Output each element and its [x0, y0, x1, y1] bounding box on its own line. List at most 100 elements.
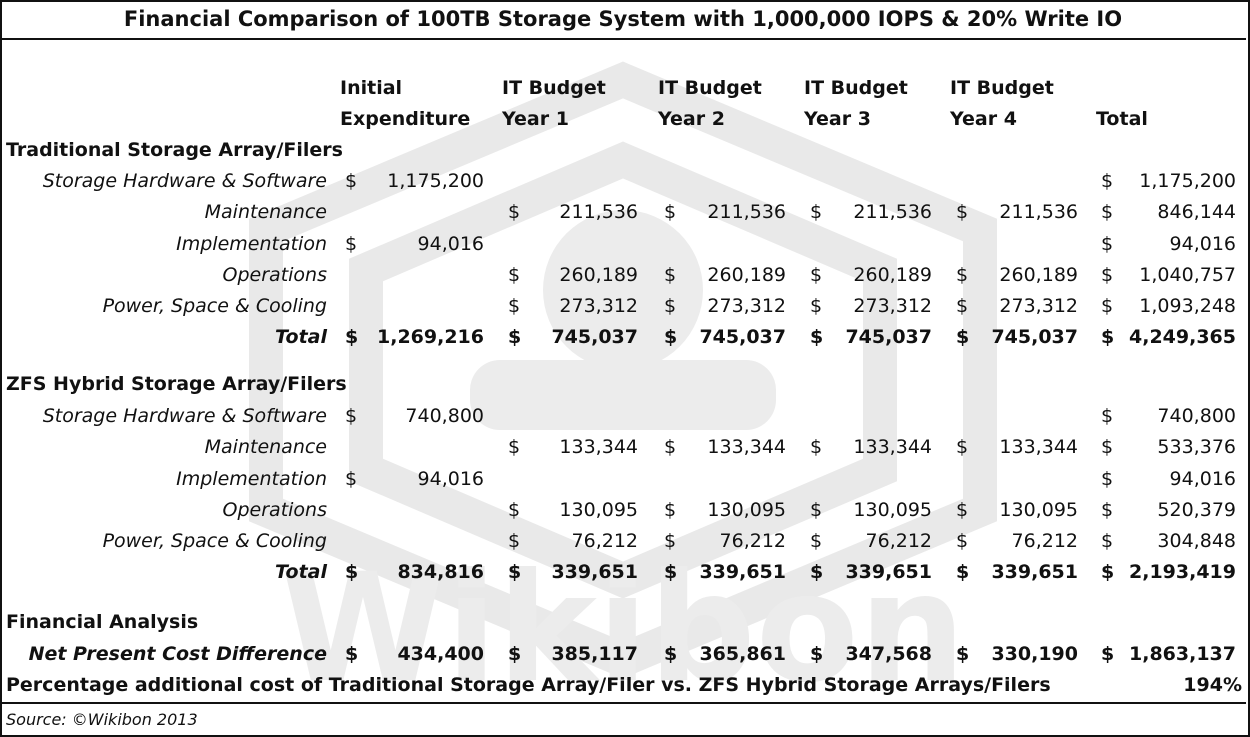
value-cell: 339,651: [551, 561, 638, 583]
page-title: Financial Comparison of 100TB Storage Sy…: [0, 0, 1246, 40]
value-cell: 1,269,216: [377, 326, 484, 348]
column-header: Initial: [340, 77, 403, 99]
currency-sign: $: [345, 643, 359, 665]
currency-sign: $: [1101, 326, 1115, 348]
value-cell: 339,651: [699, 561, 786, 583]
currency-sign: $: [345, 170, 358, 192]
value-cell: 94,016: [417, 467, 484, 490]
value-cell: 385,117: [551, 643, 638, 665]
column-header: IT Budget: [950, 77, 1054, 99]
value-cell: 740,800: [1157, 405, 1236, 427]
currency-sign: $: [810, 530, 823, 553]
currency-sign: $: [810, 201, 823, 224]
value-cell: 4,249,365: [1129, 326, 1236, 348]
value-cell: 273,312: [559, 295, 638, 318]
currency-sign: $: [956, 498, 969, 521]
currency-sign: $: [956, 561, 970, 583]
value-cell: 339,651: [991, 561, 1078, 583]
currency-sign: $: [345, 405, 358, 427]
currency-sign: $: [810, 498, 823, 521]
column-header: Year 4: [950, 108, 1017, 130]
currency-sign: $: [508, 643, 522, 665]
row-label: Storage Hardware & Software: [42, 170, 327, 192]
value-cell: 260,189: [559, 263, 638, 286]
value-cell: 273,312: [707, 295, 786, 318]
currency-sign: $: [1101, 232, 1114, 255]
currency-sign: $: [508, 201, 521, 224]
currency-sign: $: [664, 326, 678, 348]
row-label: Power, Space & Cooling: [102, 295, 327, 318]
value-cell: 211,536: [999, 201, 1078, 224]
currency-sign: $: [508, 498, 521, 521]
currency-sign: $: [956, 263, 969, 286]
column-header: IT Budget: [804, 77, 908, 99]
currency-sign: $: [1101, 295, 1114, 318]
value-cell: 740,800: [405, 405, 484, 427]
row-label: Net Present Cost Difference: [28, 643, 327, 665]
percentage-value: 194%: [1183, 674, 1242, 696]
currency-sign: $: [508, 295, 521, 318]
currency-sign: $: [956, 326, 970, 348]
section-heading: Financial Analysis: [6, 611, 199, 633]
value-cell: 1,093,248: [1139, 295, 1236, 318]
currency-sign: $: [810, 295, 823, 318]
column-header: Total: [1096, 108, 1148, 130]
value-cell: 745,037: [551, 326, 638, 348]
currency-sign: $: [664, 561, 678, 583]
row-label: Implementation: [176, 232, 327, 255]
section-heading: Traditional Storage Array/Filers: [6, 139, 343, 161]
row-label: Maintenance: [204, 201, 327, 224]
column-header: Expenditure: [340, 108, 471, 130]
value-cell: 76,212: [1011, 530, 1078, 553]
currency-sign: $: [1101, 561, 1115, 583]
currency-sign: $: [664, 201, 677, 224]
value-cell: 1,040,757: [1139, 263, 1236, 286]
currency-sign: $: [508, 263, 521, 286]
value-cell: 260,189: [999, 263, 1078, 286]
currency-sign: $: [1101, 170, 1114, 192]
row-label: Implementation: [176, 467, 327, 490]
value-cell: 520,379: [1157, 498, 1236, 521]
row-label: Operations: [222, 263, 327, 286]
value-cell: 94,016: [1169, 232, 1236, 255]
currency-sign: $: [508, 326, 522, 348]
currency-sign: $: [1101, 498, 1114, 521]
value-cell: 76,212: [719, 530, 786, 553]
value-cell: 133,344: [999, 436, 1078, 459]
value-cell: 130,095: [853, 498, 932, 521]
currency-sign: $: [664, 436, 677, 459]
currency-sign: $: [345, 326, 359, 348]
currency-sign: $: [1101, 467, 1114, 490]
currency-sign: $: [1101, 436, 1114, 459]
value-cell: 94,016: [1169, 467, 1236, 490]
currency-sign: $: [664, 263, 677, 286]
value-cell: 745,037: [845, 326, 932, 348]
currency-sign: $: [810, 561, 824, 583]
currency-sign: $: [956, 530, 969, 553]
value-cell: 846,144: [1157, 201, 1236, 224]
currency-sign: $: [1101, 643, 1115, 665]
currency-sign: $: [810, 263, 823, 286]
column-header: Year 1: [502, 108, 569, 130]
currency-sign: $: [810, 326, 824, 348]
source-note: Source: ©Wikibon 2013: [0, 702, 1246, 733]
value-cell: 365,861: [699, 643, 786, 665]
value-cell: 130,095: [707, 498, 786, 521]
currency-sign: $: [345, 232, 358, 255]
column-header: IT Budget: [502, 77, 606, 99]
value-cell: 745,037: [991, 326, 1078, 348]
currency-sign: $: [1101, 405, 1114, 427]
value-cell: 211,536: [853, 201, 932, 224]
value-cell: 133,344: [853, 436, 932, 459]
value-cell: 133,344: [707, 436, 786, 459]
value-cell: 260,189: [853, 263, 932, 286]
value-cell: 834,816: [397, 561, 484, 583]
value-cell: 211,536: [559, 201, 638, 224]
row-label: Total: [275, 561, 327, 583]
currency-sign: $: [508, 530, 521, 553]
row-label: Maintenance: [204, 436, 327, 459]
value-cell: 76,212: [571, 530, 638, 553]
value-cell: 273,312: [853, 295, 932, 318]
row-label: Power, Space & Cooling: [102, 530, 327, 553]
